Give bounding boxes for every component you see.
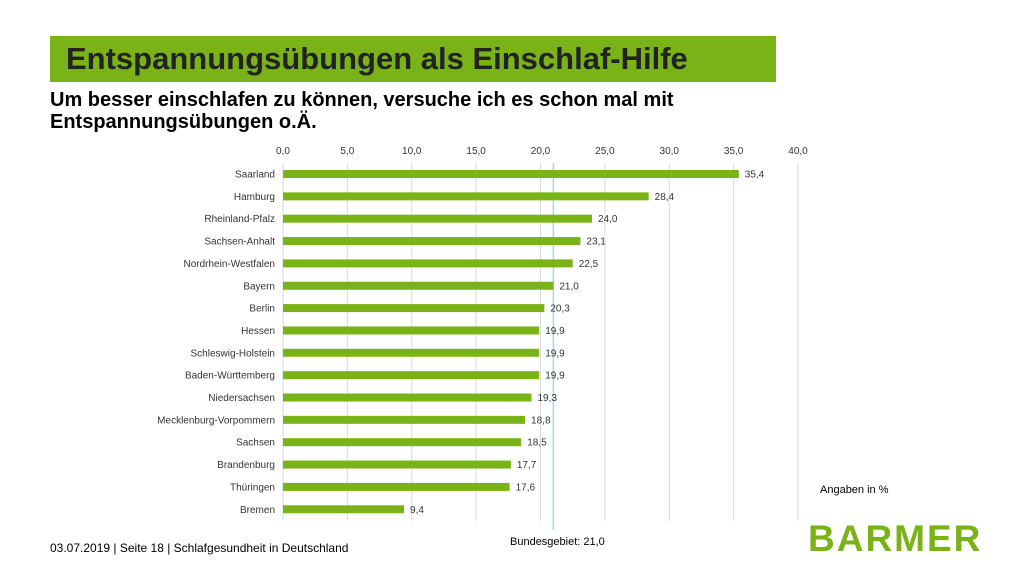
category-label: Niedersachsen — [208, 393, 275, 404]
unit-note: Angaben in % — [820, 484, 889, 496]
category-label: Baden-Württemberg — [185, 371, 275, 382]
category-label: Hessen — [241, 326, 275, 337]
x-tick-label: 30,0 — [660, 146, 680, 157]
x-tick-label: 5,0 — [340, 146, 354, 157]
bar — [283, 371, 540, 380]
bar — [283, 237, 581, 246]
category-label: Saarland — [235, 170, 275, 181]
bar — [283, 348, 540, 357]
bar — [283, 505, 405, 514]
page-title: Entspannungsübungen als Einschlaf-Hilfe — [66, 41, 688, 76]
category-label: Sachsen-Anhalt — [204, 237, 275, 248]
bar — [283, 393, 532, 402]
title-bar: Entspannungsübungen als Einschlaf-Hilfe — [50, 36, 776, 82]
data-label: 23,1 — [586, 237, 606, 248]
bar — [283, 460, 511, 469]
data-label: 19,3 — [537, 393, 557, 404]
x-tick-label: 25,0 — [595, 146, 615, 157]
category-label: Sachsen — [236, 438, 275, 449]
category-label: Brandenburg — [217, 460, 275, 471]
page-subtitle: Um besser einschlafen zu können, versuch… — [50, 89, 674, 133]
x-tick-label: 40,0 — [788, 146, 808, 157]
category-label: Mecklenburg-Vorpommern — [157, 415, 275, 426]
bar — [283, 304, 545, 313]
data-label: 22,5 — [579, 259, 599, 270]
national-average-note: Bundesgebiet: 21,0 — [510, 536, 605, 548]
x-tick-label: 15,0 — [466, 146, 486, 157]
data-label: 9,4 — [410, 505, 424, 516]
category-label: Thüringen — [230, 482, 275, 493]
footer-text: 03.07.2019 | Seite 18 | Schlafgesundheit… — [50, 541, 349, 555]
x-tick-label: 10,0 — [402, 146, 422, 157]
category-label: Berlin — [249, 304, 275, 315]
category-label: Nordrhein-Westfalen — [183, 259, 275, 270]
x-tick-label: 0,0 — [276, 146, 290, 157]
data-label: 17,7 — [517, 460, 537, 471]
category-label: Schleswig-Holstein — [191, 348, 275, 359]
barmer-logo: BARMER — [808, 518, 983, 559]
data-label: 18,5 — [527, 438, 547, 449]
data-label: 35,4 — [745, 170, 765, 181]
category-label: Rheinland-Pfalz — [204, 214, 275, 225]
bar — [283, 326, 540, 335]
data-label: 21,0 — [559, 281, 579, 292]
data-label: 20,3 — [550, 304, 570, 315]
data-label: 17,6 — [516, 482, 536, 493]
category-label: Hamburg — [234, 192, 275, 203]
bar — [283, 214, 592, 223]
bar — [283, 170, 739, 178]
x-tick-label: 35,0 — [724, 146, 744, 157]
data-label: 18,8 — [531, 415, 551, 426]
data-label: 24,0 — [598, 214, 618, 225]
data-label: 28,4 — [655, 192, 675, 203]
category-label: Bayern — [243, 281, 275, 292]
data-label: 19,9 — [545, 326, 565, 337]
bar — [283, 482, 510, 491]
category-label: Bremen — [240, 505, 275, 516]
bar — [283, 415, 526, 424]
data-label: 19,9 — [545, 348, 565, 359]
x-tick-label: 20,0 — [531, 146, 551, 157]
bar — [283, 259, 573, 268]
bar — [283, 438, 522, 447]
bar — [283, 281, 554, 290]
data-label: 19,9 — [545, 371, 565, 382]
bar — [283, 192, 649, 201]
